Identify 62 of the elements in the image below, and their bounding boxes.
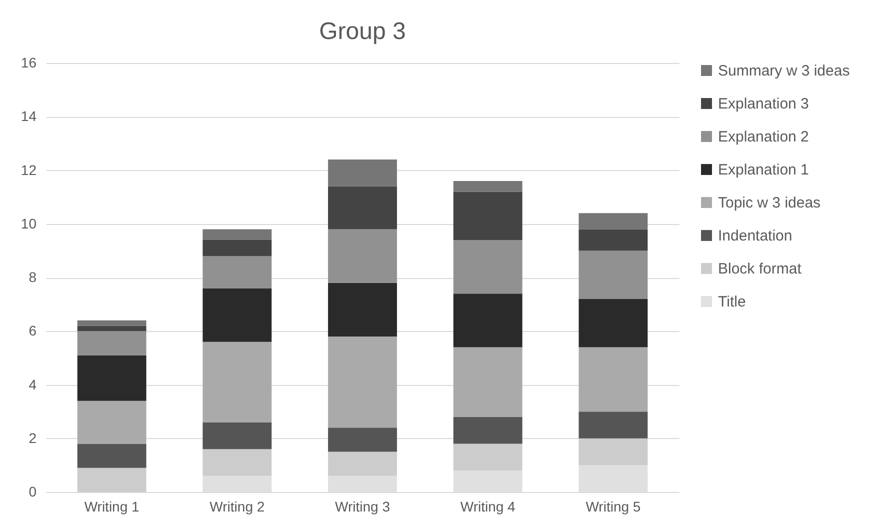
y-tick-label: 8 (28, 269, 37, 285)
x-tick-label: Writing 1 (84, 498, 140, 514)
legend-label: Indentation (718, 228, 792, 244)
bar (202, 288, 272, 342)
y-tick-label: 12 (20, 162, 37, 178)
bar (328, 452, 397, 476)
bar (578, 347, 648, 412)
bar (578, 250, 648, 299)
x-tick-label: Writing 3 (335, 498, 390, 514)
bar (453, 416, 522, 444)
bar (578, 465, 648, 492)
legend-label: Explanation 2 (718, 128, 809, 146)
bar (202, 342, 272, 422)
bar (328, 229, 397, 283)
bar (202, 256, 272, 288)
y-tick-label: 14 (20, 108, 37, 124)
legend-label: Explanation 1 (718, 162, 809, 178)
bar (328, 476, 397, 492)
bar (77, 326, 146, 332)
bar (453, 347, 522, 417)
bar (328, 186, 397, 230)
bar (202, 422, 272, 450)
bar (453, 240, 522, 294)
bar (453, 470, 522, 492)
bar (578, 438, 648, 466)
bar (202, 229, 272, 240)
bar (453, 294, 522, 348)
bar (202, 449, 272, 476)
bar (328, 282, 397, 336)
bar (578, 213, 648, 230)
y-tick-label: 4 (28, 376, 37, 392)
legend-label: Summary w 3 ideas (718, 62, 850, 80)
y-tick-label: 6 (28, 322, 37, 339)
x-tick-label: Writing 5 (586, 498, 641, 514)
chart-title: Group 3 (319, 18, 406, 45)
y-tick-label: 16 (20, 54, 37, 70)
bar (202, 476, 272, 492)
legend-label: Explanation 3 (718, 96, 809, 112)
bar (578, 412, 648, 438)
bar (77, 468, 146, 492)
legend-label: Topic w 3 ideas (718, 194, 821, 212)
y-tick-label: 0 (28, 484, 37, 500)
bar (328, 428, 397, 452)
bar (202, 240, 272, 256)
bar (453, 192, 522, 240)
bar (77, 444, 146, 468)
x-tick-label: Writing 4 (460, 498, 516, 514)
legend-label: Title (718, 294, 746, 310)
y-tick-label: 2 (28, 430, 37, 446)
bar (77, 355, 146, 401)
bar (328, 336, 397, 428)
bar (578, 298, 648, 348)
x-tick-label: Writing 2 (210, 498, 265, 514)
bar (578, 229, 648, 251)
y-tick-label: 10 (20, 215, 37, 232)
bar (453, 180, 522, 192)
bar (328, 160, 397, 186)
legend-label: Block format (718, 260, 802, 278)
bar (77, 320, 146, 326)
bar (77, 331, 146, 356)
bar (453, 444, 522, 471)
bar (77, 400, 146, 444)
